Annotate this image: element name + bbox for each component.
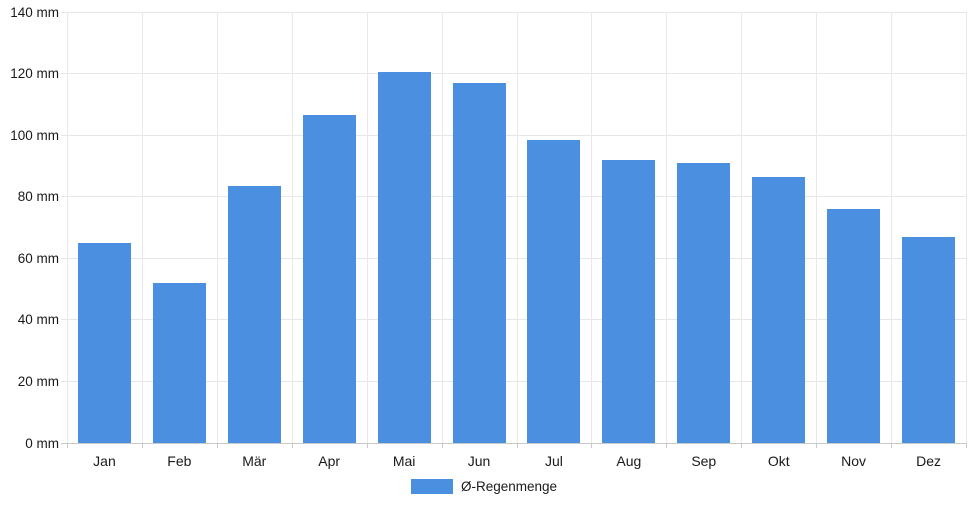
y-axis-tick-label: 80 mm <box>17 189 59 205</box>
x-gridline <box>367 12 368 443</box>
bar-mär[interactable] <box>227 185 281 443</box>
bar-feb[interactable] <box>152 282 206 443</box>
y-axis-tick-label: 120 mm <box>10 66 59 82</box>
x-gridline <box>666 12 667 443</box>
x-axis-tick <box>292 443 293 448</box>
y-gridline <box>61 442 966 444</box>
bar-mai[interactable] <box>377 72 431 443</box>
x-axis-tick <box>367 443 368 448</box>
x-axis-category-label: Jan <box>93 453 116 469</box>
y-gridline <box>61 196 966 198</box>
bar-jun[interactable] <box>452 82 506 443</box>
y-gridline <box>61 257 966 259</box>
x-axis-category-label: Dez <box>916 453 941 469</box>
legend-series-label: Ø-Regenmenge <box>460 479 558 494</box>
x-axis-tick <box>591 443 592 448</box>
y-axis-tick-label: 100 mm <box>10 127 59 143</box>
x-gridline <box>591 12 592 443</box>
x-gridline <box>741 12 742 443</box>
x-axis-tick <box>891 443 892 448</box>
x-gridline <box>142 12 143 443</box>
x-gridline <box>816 12 817 443</box>
x-gridline <box>67 12 68 443</box>
legend[interactable]: Ø-Regenmenge <box>0 479 968 494</box>
bar-nov[interactable] <box>827 209 881 443</box>
y-axis-tick-label: 140 mm <box>10 4 59 20</box>
bar-dez[interactable] <box>902 236 956 443</box>
x-axis-category-label: Mai <box>392 453 416 469</box>
bar-okt[interactable] <box>752 176 806 443</box>
x-gridline <box>966 12 967 443</box>
y-axis-tick-label: 40 mm <box>17 312 59 328</box>
x-axis-category-label: Jun <box>467 453 491 469</box>
x-axis-tick <box>67 443 68 448</box>
bar-apr[interactable] <box>302 115 356 443</box>
x-axis-tick <box>142 443 143 448</box>
x-axis-category-label: Aug <box>616 453 642 469</box>
y-gridline <box>61 380 966 382</box>
x-gridline <box>292 12 293 443</box>
x-axis-tick <box>517 443 518 448</box>
x-axis-tick <box>966 443 967 448</box>
x-axis-category-label: Jul <box>545 453 563 469</box>
x-gridline <box>517 12 518 443</box>
bar-jul[interactable] <box>527 139 581 443</box>
x-axis-category-label: Mär <box>242 453 267 469</box>
y-gridline <box>61 11 966 13</box>
x-axis-category-label: Apr <box>318 453 341 469</box>
plot-area <box>61 11 967 448</box>
x-gridline <box>891 12 892 443</box>
y-gridline <box>61 134 966 136</box>
y-axis-tick-label: 0 mm <box>25 435 59 451</box>
y-gridline <box>61 319 966 321</box>
y-gridline <box>61 73 966 75</box>
y-axis-tick-label: 20 mm <box>17 373 59 389</box>
x-gridline <box>217 12 218 443</box>
y-axis-tick-label: 60 mm <box>17 250 59 266</box>
x-axis-category-label: Okt <box>767 453 790 469</box>
bar-sep[interactable] <box>677 162 731 443</box>
x-axis-tick <box>816 443 817 448</box>
legend-color-swatch <box>410 479 453 494</box>
bar-jan[interactable] <box>77 242 131 443</box>
x-axis-tick <box>442 443 443 448</box>
x-axis-category-label: Nov <box>841 453 867 469</box>
x-gridline <box>442 12 443 443</box>
x-axis-tick <box>741 443 742 448</box>
bar-aug[interactable] <box>602 159 656 443</box>
x-axis-tick <box>217 443 218 448</box>
x-axis-tick <box>666 443 667 448</box>
x-axis-category-label: Feb <box>167 453 192 469</box>
x-axis-category-label: Sep <box>691 453 717 469</box>
